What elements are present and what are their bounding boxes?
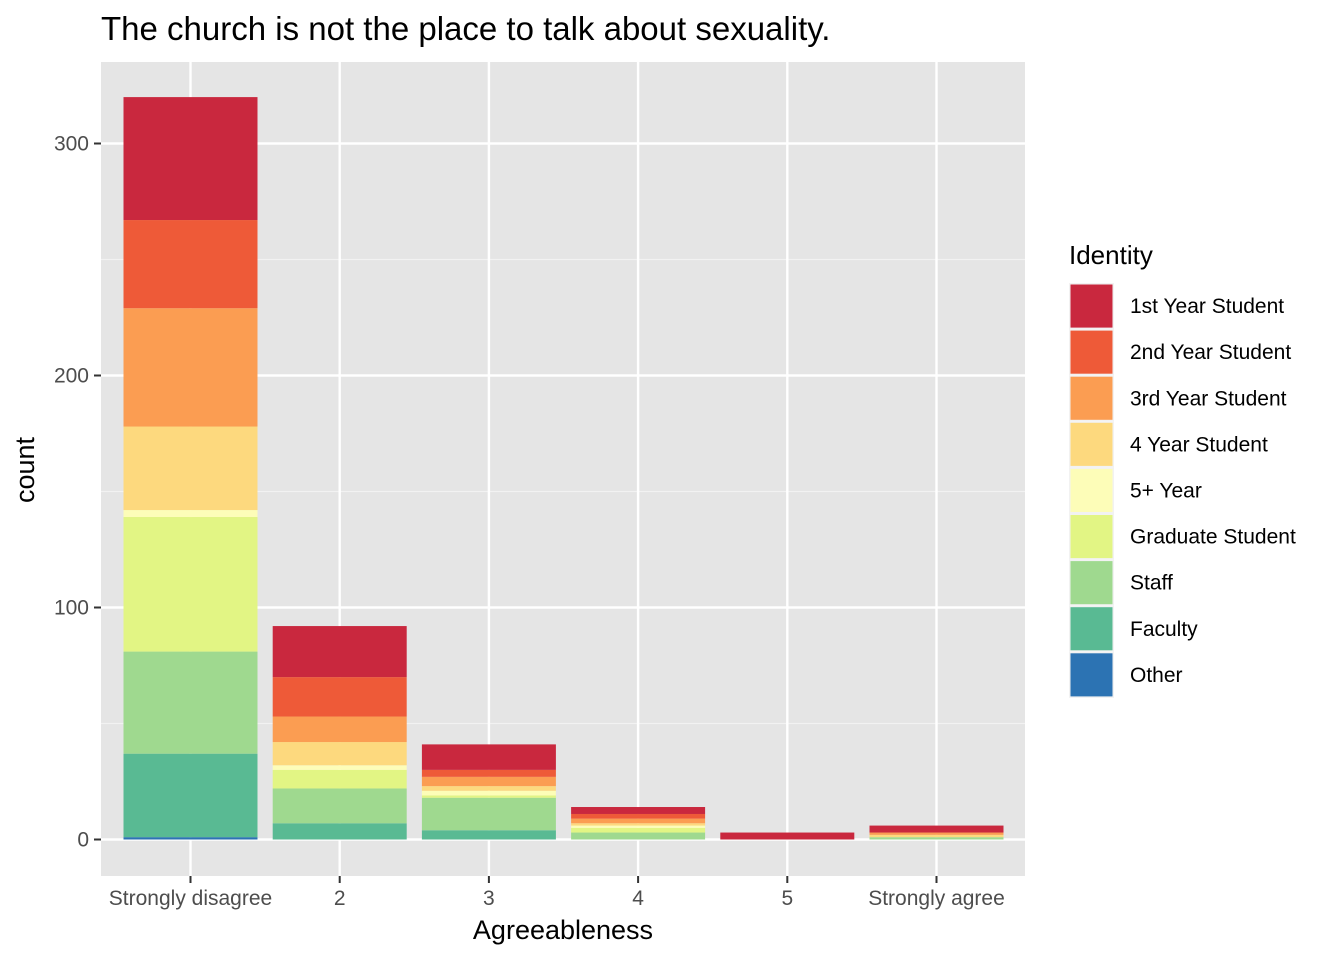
legend-swatch (1070, 515, 1113, 559)
x-tick-label: 3 (483, 887, 495, 910)
legend-label: Other (1130, 664, 1183, 687)
bar-segment-1st-year-student-5 (869, 825, 1004, 833)
x-axis: Strongly disagree 2 3 4 5 Strongly agree (109, 876, 1005, 910)
bar-segment-4-year-student-3 (571, 823, 706, 826)
legend-label: 5+ Year (1130, 479, 1202, 502)
legend-swatch (1070, 376, 1113, 420)
bar-segment-3rd-year-student-3 (571, 818, 706, 824)
bar-segment-graduate-student-2 (421, 795, 556, 798)
x-tick-label: Strongly disagree (109, 887, 272, 910)
bar-segment-2nd-year-student-0 (123, 220, 258, 309)
y-tick-label: 200 (54, 365, 89, 388)
bar-segment-1st-year-student-1 (272, 626, 407, 678)
legend-label: 2nd Year Student (1130, 341, 1291, 364)
bar-segment-faculty-2 (421, 830, 556, 840)
x-tick-label: Strongly agree (868, 887, 1005, 910)
legend-swatch (1070, 468, 1113, 512)
legend: Identity 1st Year Student 2nd Year Studen… (1069, 240, 1296, 698)
bar-segment-staff-2 (421, 797, 556, 831)
legend-swatch (1070, 330, 1113, 374)
bar-segment-2nd-year-student-3 (571, 813, 706, 819)
bar-segment-1st-year-student-0 (123, 97, 258, 221)
bar-segment-graduate-student-3 (571, 827, 706, 833)
bar-segment-5-year-0 (123, 510, 258, 518)
bar-segment-staff-1 (272, 788, 407, 824)
bar-segment-faculty-1 (272, 823, 407, 840)
bar-segment-4-year-student-5 (869, 834, 1004, 838)
bar-segment-3rd-year-student-2 (421, 776, 556, 787)
bar-segment-1st-year-student-3 (571, 807, 706, 814)
bar-segment-1st-year-student-4 (720, 832, 855, 840)
x-tick-label: 5 (781, 887, 793, 910)
legend-label: Graduate Student (1130, 526, 1296, 549)
bar-segment-2nd-year-student-2 (421, 769, 556, 777)
y-tick-label: 100 (54, 597, 89, 620)
legend-swatch (1070, 422, 1113, 466)
y-axis: 0 100 200 300 (54, 133, 101, 852)
bar-segment-5-year-3 (571, 825, 706, 828)
y-tick-label: 300 (54, 133, 89, 156)
bar-segment-1st-year-student-2 (421, 744, 556, 770)
legend-swatch (1070, 653, 1113, 697)
y-tick-label: 0 (77, 829, 89, 852)
legend-title: Identity (1069, 240, 1153, 270)
bar-segment-5-year-1 (272, 765, 407, 770)
bar-segment-staff-5 (869, 837, 1004, 840)
bar-segment-faculty-0 (123, 753, 258, 838)
bar-segment-3rd-year-student-0 (123, 308, 258, 427)
bar-segment-3rd-year-student-1 (272, 716, 407, 743)
bar-segment-5-year-2 (421, 790, 556, 796)
bar-segment-4-year-student-0 (123, 426, 258, 511)
x-tick-label: 2 (334, 887, 346, 910)
legend-label: Staff (1130, 572, 1173, 595)
bar-segment-3rd-year-student-5 (869, 832, 1004, 835)
legend-swatch (1070, 561, 1113, 605)
legend-label: Faculty (1130, 618, 1198, 641)
legend-swatch (1070, 284, 1113, 328)
legend-label: 4 Year Student (1130, 433, 1268, 456)
legend-label: 1st Year Student (1130, 295, 1284, 318)
chart-title: The church is not the place to talk abou… (101, 10, 830, 47)
legend-label: 3rd Year Student (1130, 387, 1287, 410)
bar-segment-4-year-student-1 (272, 742, 407, 766)
bar-segment-4-year-student-2 (421, 786, 556, 791)
plot-panel (101, 62, 1025, 876)
x-axis-title: Agreeableness (473, 915, 653, 945)
bar-segment-graduate-student-1 (272, 769, 407, 789)
bar-segment-other-0 (123, 837, 258, 840)
legend-swatch (1070, 607, 1113, 651)
bar-segment-graduate-student-0 (123, 517, 258, 652)
x-tick-label: 4 (632, 887, 644, 910)
bar-segment-staff-0 (123, 651, 258, 754)
y-axis-title: count (10, 436, 40, 503)
bar-segment-2nd-year-student-1 (272, 677, 407, 717)
bar-segment-staff-3 (571, 832, 706, 840)
